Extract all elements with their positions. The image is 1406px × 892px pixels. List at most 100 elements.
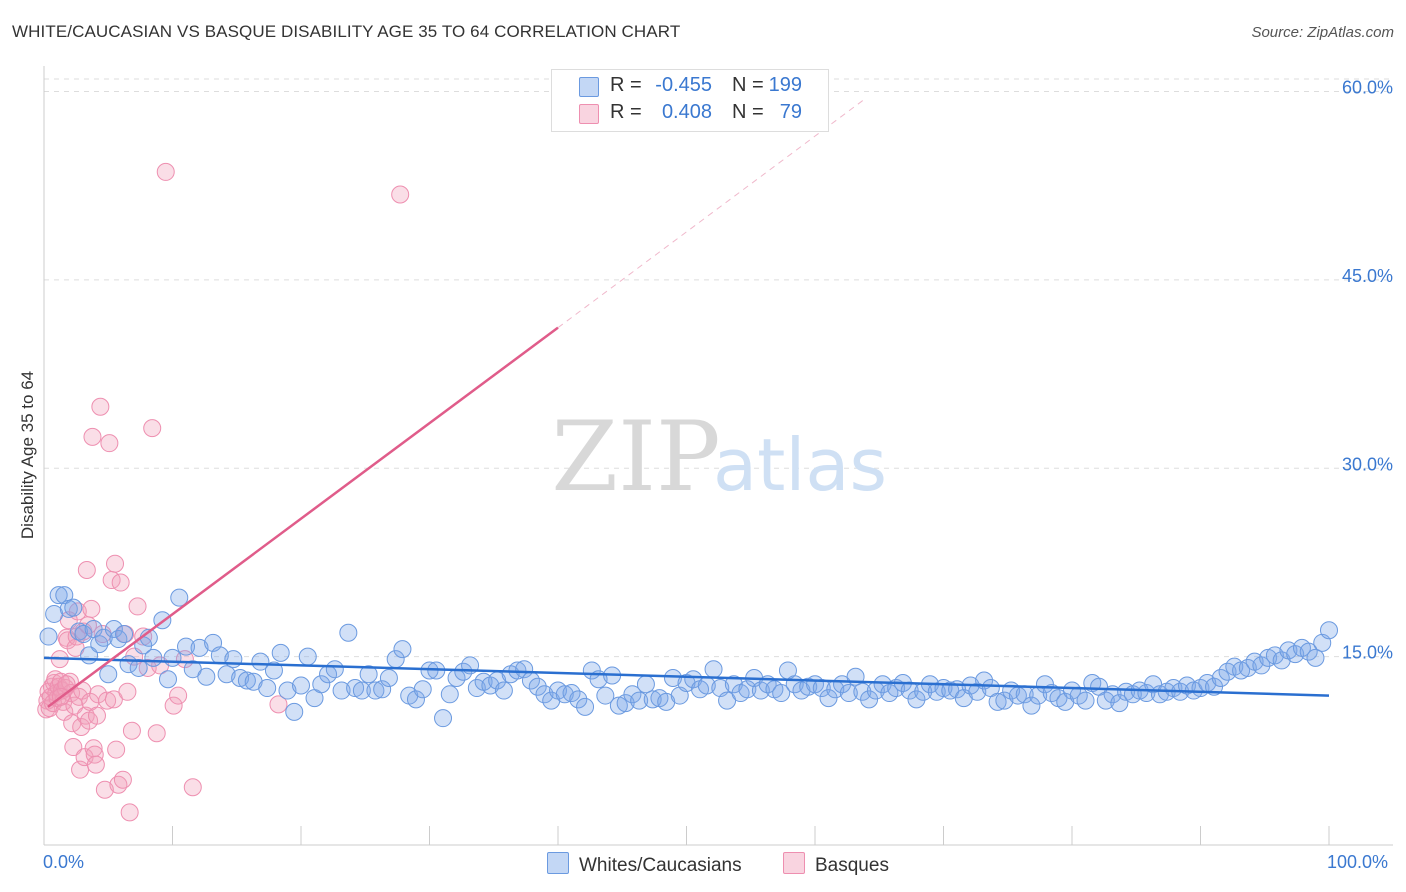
whites-point — [163, 648, 182, 667]
basques-point — [85, 745, 104, 764]
whites-point — [298, 647, 317, 666]
whites-point — [1144, 675, 1163, 694]
whites-point — [144, 648, 163, 667]
basques-point — [391, 185, 410, 204]
basques-point — [156, 162, 175, 181]
legend-item-basques[interactable]: Basques — [783, 852, 889, 877]
whites-point — [454, 662, 473, 681]
basques-trendline-extension — [557, 97, 867, 329]
whites-point — [224, 650, 243, 669]
source-label: Source: ZipAtlas.com — [1251, 24, 1394, 41]
basques-points — [37, 162, 410, 822]
legend-r-value: 0.408 — [661, 101, 712, 123]
whites-point — [64, 598, 83, 617]
whites-point — [271, 643, 290, 662]
whites-point — [434, 709, 453, 728]
legend-n-value: 199 — [768, 74, 802, 96]
whites-point — [1238, 658, 1257, 677]
whites-point — [45, 604, 64, 623]
whites-point — [772, 684, 791, 703]
basques-point — [122, 721, 141, 740]
whites-point — [494, 681, 513, 700]
y-tick-label: 15.0% — [1342, 643, 1393, 663]
basques-point — [111, 573, 130, 592]
whites-point — [406, 690, 425, 709]
watermark-zip: ZIP — [551, 401, 720, 513]
whites-point — [183, 660, 202, 679]
whites-point — [217, 665, 236, 684]
whites-trendline — [43, 656, 1330, 697]
whites-point — [1117, 682, 1136, 701]
whites-point — [352, 681, 371, 700]
legend-n-value: 79 — [779, 101, 802, 123]
whites-point — [109, 630, 128, 649]
whites-point — [55, 586, 74, 605]
legend-swatch-basques — [783, 852, 805, 874]
whites-point — [237, 671, 256, 690]
basques-point — [269, 695, 288, 714]
legend-n-label: N = — [732, 74, 764, 96]
basques-point — [147, 724, 166, 743]
basques-point — [120, 803, 139, 822]
whites-point — [104, 620, 123, 639]
whites-point — [515, 660, 534, 679]
basques-point — [183, 778, 202, 797]
whites-point — [170, 588, 189, 607]
legend-item-whites[interactable]: Whites/Caucasians — [547, 852, 742, 877]
whites-point — [1022, 696, 1041, 715]
whites-point — [1252, 656, 1271, 675]
whites-point — [325, 660, 344, 679]
basques-point — [86, 755, 105, 774]
trendlines — [43, 97, 1330, 708]
whites-point — [231, 668, 250, 687]
whites-point — [440, 685, 459, 704]
whites-point — [1320, 621, 1338, 640]
x-tick-label-max: 100.0% — [1327, 852, 1389, 872]
basques-point — [104, 690, 123, 709]
legend-row-whites: R = -0.455 N = 199 — [552, 74, 828, 100]
whites-point — [393, 640, 412, 659]
whites-point — [339, 623, 358, 642]
whites-point — [799, 677, 818, 696]
y-tick-label: 45.0% — [1342, 266, 1393, 286]
whites-point — [704, 660, 723, 679]
whites-point — [1306, 648, 1325, 667]
chart-title: WHITE/CAUCASIAN VS BASQUE DISABILITY AGE… — [12, 22, 681, 41]
whites-point — [1211, 668, 1230, 687]
basques-point — [83, 427, 102, 446]
whites-point — [467, 679, 486, 698]
whites-point — [292, 676, 310, 695]
whites-point — [1096, 691, 1115, 710]
whites-point — [576, 697, 595, 716]
whites-point — [1076, 691, 1095, 710]
whites-point — [569, 690, 588, 709]
whites-point — [373, 680, 392, 699]
whites-point — [312, 675, 331, 694]
whites-point — [623, 685, 642, 704]
watermark: ZIP atlas — [551, 401, 887, 513]
legend-swatch-whites — [547, 852, 569, 874]
gridlines — [44, 78, 1393, 658]
whites-point — [968, 682, 987, 701]
basques-point — [98, 691, 117, 710]
whites-point — [988, 692, 1007, 711]
whites-point — [379, 668, 398, 687]
legend-row-basques: R = 0.408 N = 79 — [552, 101, 828, 127]
legend-swatch-basques — [579, 104, 599, 124]
whites-point — [596, 686, 615, 705]
y-tick-labels: 15.0% 30.0% 45.0% 60.0% — [1342, 78, 1393, 663]
basques-point — [64, 738, 83, 757]
basques-point — [128, 597, 147, 616]
whites-point — [251, 652, 270, 671]
legend-r-value: -0.455 — [655, 74, 712, 96]
whites-point — [630, 691, 649, 710]
watermark-atlas: atlas — [713, 423, 887, 507]
y-tick-label: 30.0% — [1342, 454, 1393, 474]
legend-r-label: R = — [610, 74, 642, 96]
y-axis-label: Disability Age 35 to 64 — [18, 370, 37, 540]
whites-point — [359, 665, 378, 684]
whites-point — [528, 677, 547, 696]
whites-point — [177, 637, 196, 656]
whites-point — [738, 680, 757, 699]
whites-point — [278, 681, 297, 700]
